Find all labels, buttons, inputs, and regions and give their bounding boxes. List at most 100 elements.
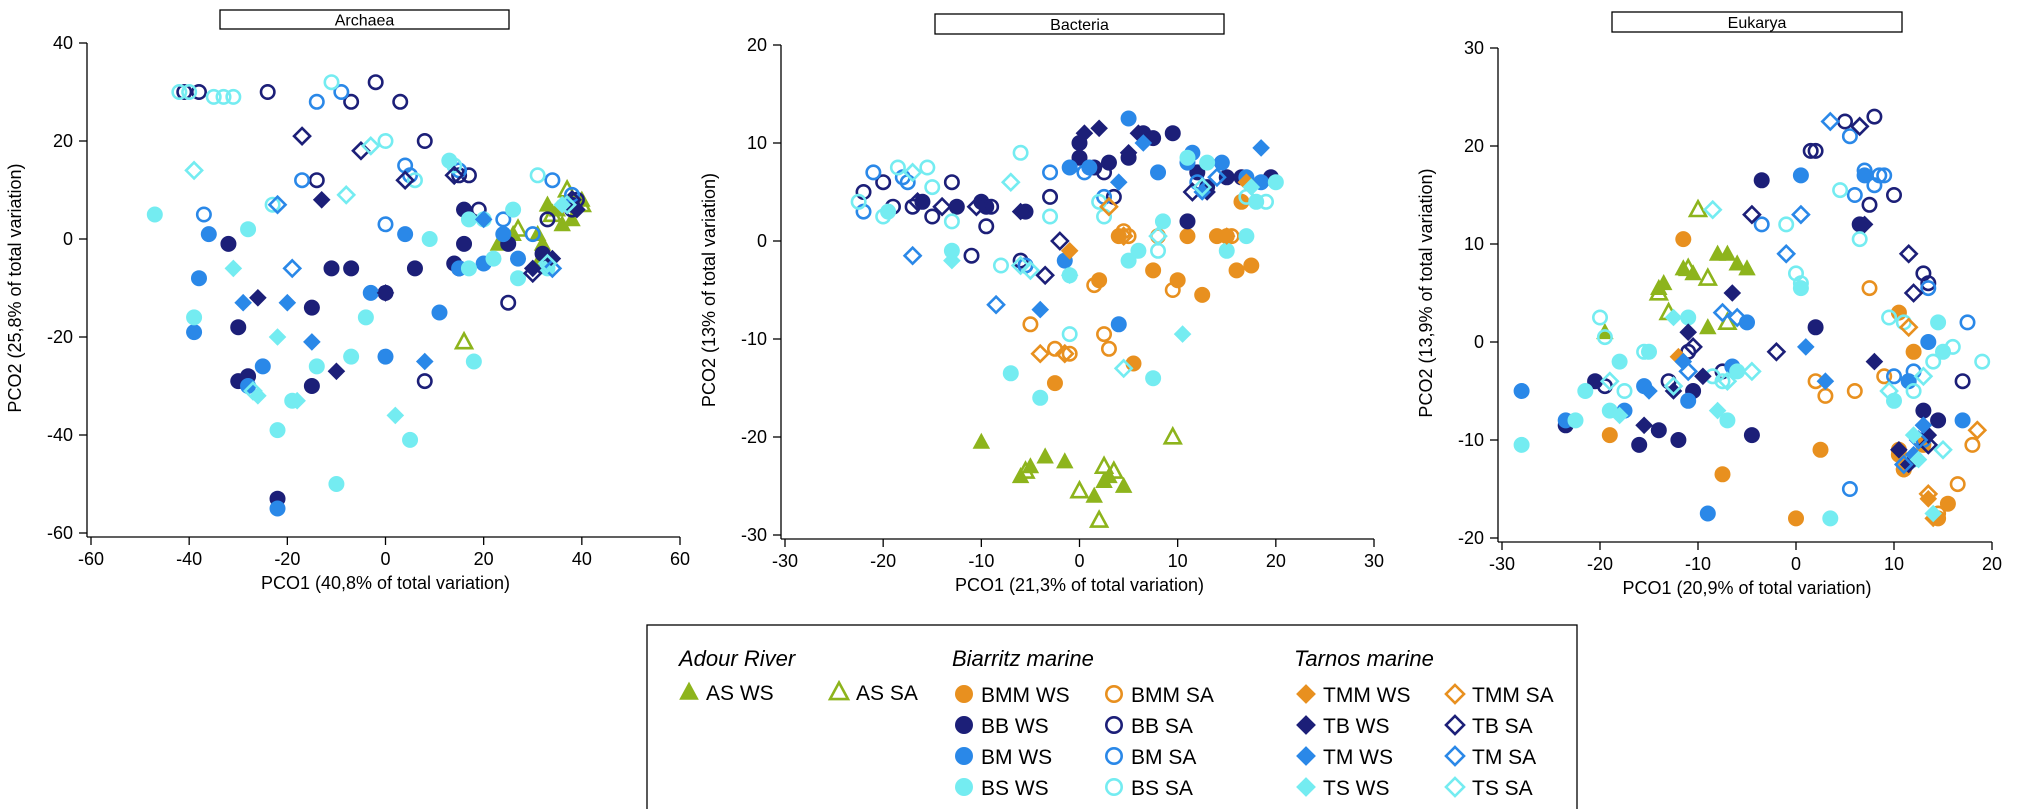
data-point <box>1838 115 1851 128</box>
panel-archaea: Archaea-60-40-2002040-60 -40 -20 0 20 40 60PCO… <box>5 10 690 593</box>
legend-marker <box>955 685 973 703</box>
data-point <box>1514 437 1530 453</box>
data-point <box>418 374 431 387</box>
data-point <box>343 349 359 365</box>
legend-label: TM SA <box>1472 746 1536 769</box>
data-point <box>343 260 359 276</box>
data-point <box>201 226 217 242</box>
data-point <box>1014 146 1027 159</box>
data-point <box>461 211 477 227</box>
data-point <box>1956 375 1969 388</box>
series-ts-ws <box>1611 309 1942 523</box>
x-tick-label: -20 <box>870 551 896 571</box>
data-point <box>1680 393 1696 409</box>
data-point <box>379 218 392 231</box>
data-point <box>1243 258 1259 274</box>
data-point <box>186 324 202 340</box>
data-point <box>387 407 405 425</box>
panel-title: Bacteria <box>1050 17 1109 34</box>
data-point <box>1887 188 1900 201</box>
series-as-sa <box>1018 429 1181 527</box>
data-point <box>1097 210 1110 223</box>
y-tick-label: 0 <box>1474 332 1484 352</box>
legend-group-title: Adour River <box>677 646 797 671</box>
data-point <box>1843 130 1856 143</box>
data-point <box>197 208 210 221</box>
x-tick-label: -20 <box>274 549 300 569</box>
legend-label: BB SA <box>1131 715 1193 738</box>
data-point <box>1744 427 1760 443</box>
data-point <box>466 354 482 370</box>
y-axis-title: PCO2 (13% of total variation) <box>699 173 719 407</box>
data-point <box>1848 384 1861 397</box>
data-point <box>1813 442 1829 458</box>
data-point <box>304 300 320 316</box>
data-point <box>1951 477 1964 490</box>
data-point <box>358 309 374 325</box>
data-point <box>1568 412 1584 428</box>
data-point <box>1863 281 1876 294</box>
x-tick-label: 30 <box>1364 551 1384 571</box>
data-point <box>1121 111 1137 127</box>
panel-title-box: Eukarya <box>1612 12 1902 32</box>
x-tick-label: 10 <box>1168 551 1188 571</box>
legend-label: BM WS <box>981 746 1052 769</box>
data-point <box>510 251 526 267</box>
data-point <box>1032 346 1048 362</box>
data-point <box>294 128 310 144</box>
data-point <box>313 191 331 209</box>
data-point <box>1700 270 1716 285</box>
x-tick-label: -10 <box>1685 554 1711 574</box>
data-point <box>456 236 472 252</box>
x-tick-label: -20 <box>1587 554 1613 574</box>
data-point <box>1797 338 1815 356</box>
data-point <box>1091 512 1107 527</box>
series-bs-ws <box>1514 280 1951 526</box>
data-point <box>338 187 354 203</box>
legend-label: TS WS <box>1323 777 1390 800</box>
data-point <box>1755 218 1768 231</box>
data-point <box>1130 243 1146 259</box>
panel-title-box: Bacteria <box>935 14 1224 34</box>
data-point <box>402 432 418 448</box>
data-point <box>240 221 256 237</box>
data-point <box>1705 202 1721 218</box>
legend-label: BS SA <box>1131 777 1193 800</box>
y-tick-label: 10 <box>1464 234 1484 254</box>
data-point <box>1966 438 1979 451</box>
series-tm-sa <box>905 169 1225 312</box>
data-point <box>1048 342 1061 355</box>
data-point <box>270 422 286 438</box>
data-point <box>1179 213 1195 229</box>
data-point <box>1675 231 1691 247</box>
legend-label: TMM WS <box>1323 684 1410 707</box>
data-point <box>461 260 477 276</box>
data-point <box>1032 390 1048 406</box>
legend-marker <box>955 778 973 796</box>
legend-label: BMM WS <box>981 684 1070 707</box>
data-point <box>1848 188 1861 201</box>
data-point <box>1194 287 1210 303</box>
data-point <box>1612 354 1628 370</box>
data-point <box>1635 417 1653 435</box>
data-point <box>1043 190 1056 203</box>
data-point <box>1111 316 1127 332</box>
data-point <box>249 289 267 307</box>
data-point <box>485 251 501 267</box>
data-point <box>1699 318 1716 334</box>
data-point <box>227 90 240 103</box>
data-point <box>397 226 413 242</box>
data-point <box>1955 412 1971 428</box>
data-point <box>921 161 934 174</box>
data-point <box>945 176 958 189</box>
data-point <box>1514 383 1530 399</box>
y-tick-label: 20 <box>747 35 767 55</box>
data-point <box>1003 365 1019 381</box>
data-point <box>255 358 271 374</box>
x-tick-label: -10 <box>968 551 994 571</box>
panel-title: Archaea <box>335 13 395 30</box>
data-point <box>1090 120 1108 138</box>
data-point <box>328 363 346 381</box>
data-point <box>1901 246 1917 262</box>
data-point <box>1150 164 1166 180</box>
